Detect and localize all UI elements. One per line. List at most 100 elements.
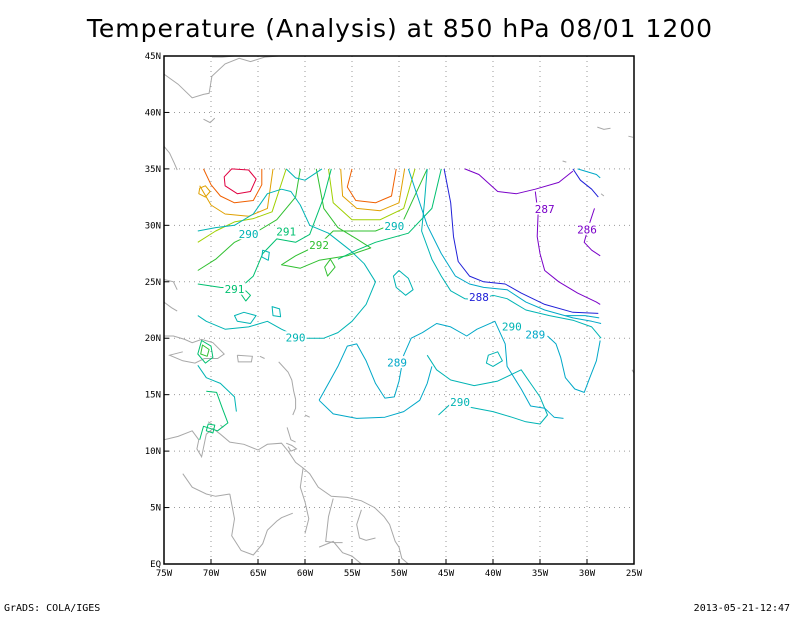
contour-label: 286 (577, 223, 597, 236)
contour-line (261, 249, 270, 261)
contour-line (577, 168, 601, 179)
contour-label: 289 (525, 328, 545, 341)
contour-line (328, 168, 416, 221)
coastline-segment (318, 540, 362, 564)
contour-line (426, 354, 548, 425)
coastline-segment (203, 117, 216, 124)
contour-label-bg (383, 219, 406, 232)
contour-line (197, 365, 237, 412)
contour-line (197, 340, 214, 364)
contour-line (205, 423, 216, 434)
contour-label: 288 (469, 291, 489, 304)
coastline-segment (164, 301, 178, 312)
contour-line (199, 390, 229, 440)
x-tick-label: 40W (485, 569, 502, 579)
coastline-segment (164, 427, 409, 564)
coastline-segment (229, 493, 293, 556)
contour-label-bg (467, 290, 490, 303)
contour-line (464, 168, 574, 195)
y-tick-label: 25N (145, 278, 161, 288)
contour-label-bg (449, 395, 472, 408)
contour-line (337, 168, 442, 260)
coastline-segment (259, 355, 265, 359)
x-tick-label: 50W (391, 569, 408, 579)
axis-tick-layer: 75W 70W 65W 60W 55W 50W 45W 40W 35W 30W 25W EQ 5N 10N… (145, 52, 643, 579)
contour-label: 292 (309, 239, 329, 252)
contour-label-bg (284, 331, 307, 344)
coastline-segment (236, 354, 253, 363)
coastline-segment (278, 361, 297, 416)
coastline-segment (207, 421, 213, 425)
y-tick-label: 20N (145, 334, 161, 344)
contour-label-bg (576, 222, 598, 235)
x-tick-label: 60W (297, 569, 314, 579)
coastline-segment (182, 473, 230, 497)
contour-line (346, 168, 397, 204)
contour-line (443, 168, 599, 314)
x-tick-label: 75W (156, 569, 173, 579)
contour-line (318, 320, 564, 419)
map-title: Temperature (Analysis) at 850 hPa 08/01 … (86, 14, 714, 43)
coastline-segment (164, 279, 178, 290)
coastline-segment (304, 414, 310, 418)
contour-label: 291 (276, 226, 296, 239)
contour-label: 290 (450, 396, 470, 409)
coastline-segment (562, 160, 567, 163)
coastline-segment (164, 335, 225, 364)
contour-line (572, 168, 599, 198)
contour-label: 290 (239, 228, 259, 241)
x-tick-label: 55W (344, 569, 361, 579)
contour-label: 290 (286, 332, 306, 345)
coastline-segment (164, 56, 279, 99)
contour-label: 289 (387, 357, 407, 370)
y-tick-label: 30N (145, 221, 161, 231)
contour-line (234, 311, 257, 324)
contour-line (285, 168, 323, 181)
contour-line (565, 315, 600, 319)
contour-label-bg (223, 282, 246, 295)
coastline-segment (299, 467, 310, 534)
contour-line (485, 351, 503, 367)
contour-line (197, 168, 332, 290)
contour-line (318, 366, 433, 419)
contour-line (324, 258, 336, 277)
x-tick-label: 35W (532, 569, 549, 579)
y-tick-label: 40N (145, 108, 161, 118)
contour-label-bg (308, 238, 331, 251)
x-tick-label: 65W (250, 569, 267, 579)
contour-line (583, 208, 601, 257)
contour-label-bg (500, 319, 523, 332)
y-tick-label: 35N (145, 165, 161, 175)
x-tick-label: 70W (203, 569, 220, 579)
y-tick-label: 5N (150, 504, 161, 514)
contour-line (271, 306, 282, 318)
contour-label: 290 (384, 220, 404, 233)
coastline-segment (600, 193, 605, 197)
software-credit: GrADS: COLA/IGES (4, 603, 101, 614)
contour-label-bg (237, 227, 260, 240)
contour-label-bg (275, 225, 298, 238)
timestamp: 2013-05-21-12:47 (693, 603, 790, 614)
contour-label-bg (533, 202, 556, 215)
contour-label-bg (386, 356, 409, 369)
y-tick-label: 10N (145, 447, 161, 457)
coastline-segment (164, 145, 178, 171)
contour-line (281, 168, 428, 269)
contour-label: 287 (535, 203, 555, 216)
contour-line (198, 185, 211, 198)
contour-line (200, 344, 210, 357)
coastline-layer (164, 56, 634, 564)
y-tick-label: 15N (145, 391, 161, 401)
x-tick-label: 30W (579, 569, 596, 579)
contour-label: 291 (225, 283, 245, 296)
coastline-segment (628, 135, 634, 138)
contour-line (534, 191, 601, 305)
contour-line (340, 168, 406, 212)
coastline-segment (356, 509, 376, 541)
contour-label: 290 (502, 320, 522, 333)
contour-line (203, 168, 263, 204)
contour-line (407, 168, 602, 324)
contour-line (223, 168, 257, 195)
